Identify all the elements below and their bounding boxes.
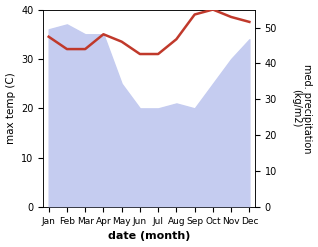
Y-axis label: max temp (C): max temp (C) [5, 72, 16, 144]
X-axis label: date (month): date (month) [108, 231, 190, 242]
Y-axis label: med. precipitation
(kg/m2): med. precipitation (kg/m2) [291, 64, 313, 153]
